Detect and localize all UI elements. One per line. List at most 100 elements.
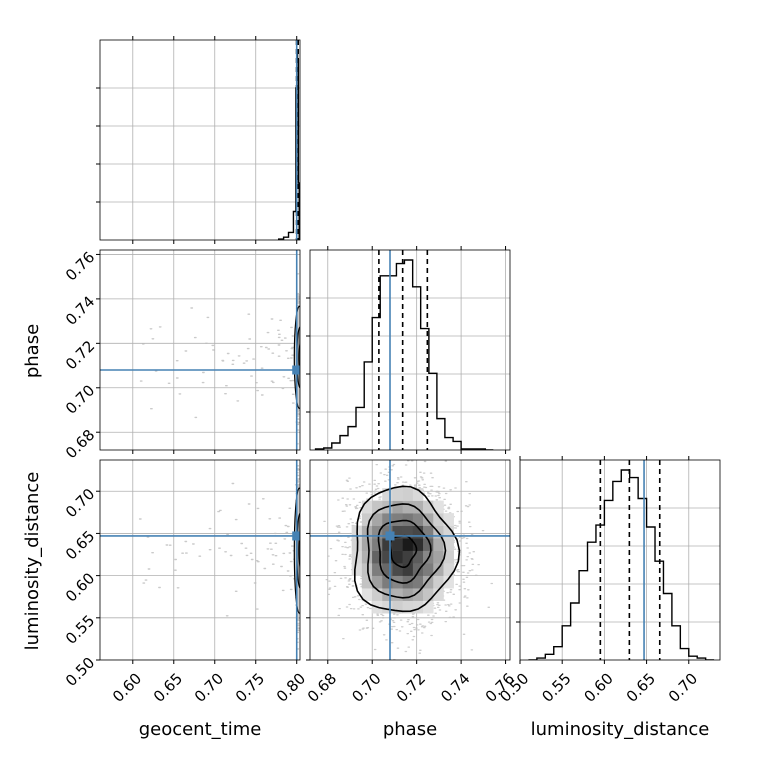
panel-geocent-time-vs-luminosity-distance-ytick-label-1: 0.55 — [62, 611, 98, 647]
panel-phase-vs-luminosity-distance-density-cell — [433, 538, 444, 551]
panel-geocent-time-vs-phase-plot-area — [100, 250, 300, 450]
hist-luminosity-distance-step — [528, 469, 715, 660]
panel-phase-vs-luminosity-distance-density-cell — [372, 588, 383, 601]
panel-phase-vs-luminosity-distance-density-cell — [443, 538, 454, 551]
panel-geocent-time-vs-phase-ytick-label-1: 0.70 — [62, 381, 98, 417]
panel-phase-vs-luminosity-distance-density-cell — [372, 550, 383, 564]
hist-luminosity-distance-xtick-label-1: 0.55 — [538, 669, 574, 705]
panel-phase-vs-luminosity-distance-density-cell — [402, 513, 414, 526]
x-axis-label-phase: phase — [383, 719, 437, 740]
panel-geocent-time-vs-luminosity-distance-ytick-label-2: 0.60 — [62, 569, 98, 605]
panel-phase-vs-luminosity-distance-density-cell — [402, 525, 414, 539]
hist-phase-frame — [309, 249, 511, 451]
x-axis-label-geocent-time: geocent_time — [139, 719, 262, 740]
panel-phase-vs-luminosity-distance-density-cell — [412, 550, 424, 564]
panel-phase-vs-luminosity-distance-density-cell — [402, 488, 414, 501]
panel-geocent-time-vs-phase-ytick-label-3: 0.74 — [62, 293, 98, 329]
panel-phase-vs-luminosity-distance-density-cell — [402, 550, 414, 564]
panel-phase-vs-luminosity-distance-density-cell — [382, 575, 393, 589]
panel-phase-vs-luminosity-distance-density-cell — [402, 538, 414, 551]
panel-phase-vs-luminosity-distance-density-cell — [412, 513, 424, 526]
panel-phase-vs-luminosity-distance-density-cell — [402, 588, 414, 601]
panel-phase-vs-luminosity-distance-density-cell — [433, 588, 444, 601]
panel-phase-vs-luminosity-distance-density-cell — [412, 588, 424, 601]
panel-phase-vs-luminosity-distance-density-cell — [372, 538, 383, 551]
panel-phase-vs-luminosity-distance-xtick-label-0: 0.68 — [304, 669, 340, 705]
panel-phase-vs-luminosity-distance-xtick-label-2: 0.72 — [393, 669, 429, 705]
panel-phase-vs-luminosity-distance-density-cell — [433, 500, 444, 514]
panel-phase-vs-luminosity-distance-density-cell — [392, 525, 403, 539]
panel-phase-vs-luminosity-distance-contour-core — [389, 534, 418, 569]
panel-phase-vs-luminosity-distance-density-cell — [433, 550, 444, 564]
panel-phase-vs-luminosity-distance-density-cell — [392, 538, 403, 551]
panel-phase-vs-luminosity-distance-density-cell — [382, 488, 393, 501]
hist-luminosity-distance-xtick-label-2: 0.60 — [581, 669, 617, 705]
panel-phase-vs-luminosity-distance-density-cell — [392, 600, 403, 614]
panel-phase-vs-luminosity-distance-density-cell — [361, 550, 373, 564]
hist-luminosity-distance-xtick-label-3: 0.65 — [623, 669, 659, 705]
panel-phase-vs-luminosity-distance-density-cell — [402, 600, 414, 614]
hist-luminosity-distance-plot-area — [520, 460, 720, 660]
panel-phase-vs-luminosity-distance-contour-outer — [353, 485, 461, 613]
panel-phase-vs-luminosity-distance-density-cell — [392, 550, 403, 564]
panel-geocent-time-vs-luminosity-distance-truth-marker — [292, 531, 300, 541]
panel-geocent-time-vs-luminosity-distance-samples — [138, 460, 300, 650]
panel-phase-vs-luminosity-distance-density-cell — [412, 488, 424, 501]
panel-phase-vs-luminosity-distance-density-cell — [423, 600, 434, 614]
y-axis-label-phase: phase — [22, 324, 43, 378]
panel-geocent-time-vs-luminosity-distance-xtick-label-1: 0.65 — [150, 669, 186, 705]
panel-phase-vs-luminosity-distance-density-cell — [412, 563, 424, 576]
hist-phase — [306, 246, 511, 454]
panel-phase-vs-luminosity-distance-density-cell — [392, 488, 403, 501]
panel-phase-vs-luminosity-distance-density-cell — [392, 500, 403, 514]
panel-geocent-time-vs-luminosity-distance-xtick-label-0: 0.60 — [109, 669, 145, 705]
panel-phase-vs-luminosity-distance-density-cell — [361, 538, 373, 551]
hist-luminosity-distance: 0.50 0.55 0.60 0.65 0.70 — [496, 456, 721, 706]
hist-luminosity-distance-frame — [519, 459, 721, 661]
panel-phase-vs-luminosity-distance-density-cell — [382, 550, 393, 564]
panel-phase-vs-luminosity-distance-density-cell — [423, 588, 434, 601]
panel-phase-vs-luminosity-distance-density-cell — [423, 525, 434, 539]
panel-phase-vs-luminosity-distance-density-cell — [402, 500, 414, 514]
panel-phase-vs-luminosity-distance-contour-inner — [377, 519, 432, 584]
panel-phase-vs-luminosity-distance-density-cell — [392, 513, 403, 526]
panel-phase-vs-luminosity-distance-density-cell — [372, 563, 383, 576]
panel-phase-vs-luminosity-distance-density-cell — [372, 500, 383, 514]
panel-phase-vs-luminosity-distance-density-cell — [382, 513, 393, 526]
panel-phase-vs-luminosity-distance-density-cell — [412, 600, 424, 614]
panel-phase-vs-luminosity-distance-density-cell — [433, 563, 444, 576]
panel-phase-vs-luminosity-distance-density-cell — [412, 525, 424, 539]
panel-phase-vs-luminosity-distance-density-cell — [412, 575, 424, 589]
hist-phase-plot-area — [310, 250, 510, 450]
panel-phase-vs-luminosity-distance-density-cell — [443, 513, 454, 526]
panel-phase-vs-luminosity-distance-density-cell — [351, 563, 363, 576]
panel-phase-vs-luminosity-distance-density-cell — [372, 513, 383, 526]
panel-geocent-time-vs-luminosity-distance-xtick-label-4: 0.80 — [273, 669, 309, 705]
panel-phase-vs-luminosity-distance-density-cell — [361, 575, 373, 589]
panel-phase-vs-luminosity-distance-contour-mid — [366, 503, 447, 599]
panel-phase-vs-luminosity-distance-density-cell — [392, 563, 403, 576]
panel-phase-vs-luminosity-distance-density-cell — [382, 563, 393, 576]
hist-luminosity-distance-xtick-label-4: 0.70 — [665, 669, 701, 705]
panel-geocent-time-vs-phase-ytick-label-4: 0.76 — [62, 248, 98, 284]
hist-phase-step — [314, 259, 494, 450]
panel-phase-vs-luminosity-distance-density-cell — [443, 575, 454, 589]
panel-geocent-time-vs-phase: 0.68 0.70 0.72 0.74 0.76 — [62, 248, 301, 462]
panel-phase-vs-luminosity-distance-density-cell — [423, 575, 434, 589]
hist-geocent-time-frame — [99, 39, 301, 241]
panel-phase-vs-luminosity-distance-density-cell — [412, 500, 424, 514]
panel-geocent-time-vs-phase-ytick-label-0: 0.68 — [62, 426, 98, 462]
panel-phase-vs-luminosity-distance-density-cell — [392, 588, 403, 601]
panel-phase-vs-luminosity-distance-density-cell — [361, 513, 373, 526]
panel-geocent-time-vs-luminosity-distance-ytick-label-0: 0.50 — [62, 654, 98, 690]
panel-phase-vs-luminosity-distance-density-cell — [423, 513, 434, 526]
panel-geocent-time-vs-luminosity-distance-ytick-label-4: 0.70 — [62, 485, 98, 521]
panel-phase-vs-luminosity-distance-density-cell — [423, 538, 434, 551]
panel-phase-vs-luminosity-distance-xtick-label-3: 0.74 — [437, 669, 473, 705]
panel-phase-vs-luminosity-distance-density-cell — [361, 563, 373, 576]
hist-geocent-time — [96, 36, 301, 244]
panel-geocent-time-vs-luminosity-distance-xtick-label-3: 0.75 — [232, 669, 268, 705]
panel-geocent-time-vs-luminosity-distance: 0.60 0.65 0.70 0.75 0.800.500.550.600.650.70 — [62, 459, 309, 706]
panel-geocent-time-vs-phase-ytick-label-2: 0.72 — [62, 337, 98, 373]
